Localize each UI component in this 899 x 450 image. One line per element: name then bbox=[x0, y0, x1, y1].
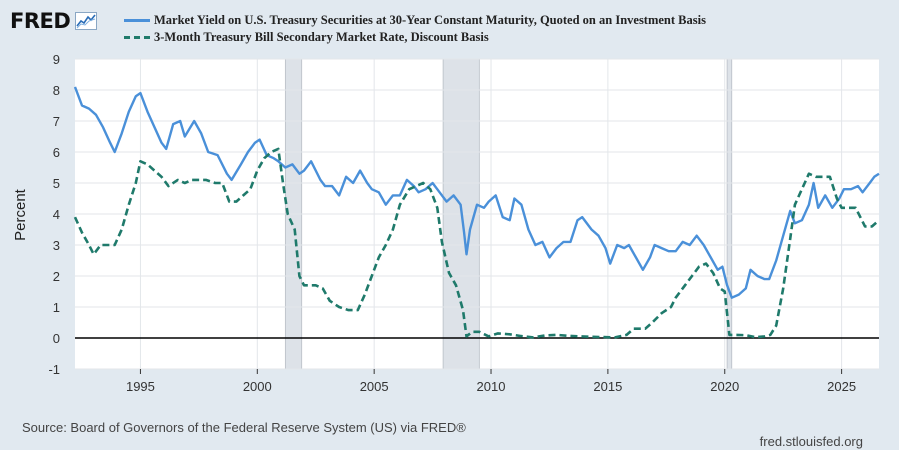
y-tick-label: -1 bbox=[48, 362, 60, 377]
y-tick-label: 5 bbox=[53, 176, 60, 191]
series-line-3-month bbox=[73, 147, 880, 339]
y-tick-label: 2 bbox=[53, 269, 60, 284]
x-tick-label: 2015 bbox=[593, 379, 622, 394]
x-tick-label: 2000 bbox=[243, 379, 272, 394]
legend-entry-3-month: 3-Month Treasury Bill Secondary Market R… bbox=[124, 29, 706, 46]
legend-label-3-month: 3-Month Treasury Bill Secondary Market R… bbox=[154, 30, 489, 44]
x-tick-label: 2010 bbox=[477, 379, 506, 394]
chart-legend: Market Yield on U.S. Treasury Securities… bbox=[124, 12, 706, 46]
y-axis-label: Percent bbox=[12, 188, 29, 241]
y-tick-label: 0 bbox=[53, 331, 60, 346]
x-tick-label: 2005 bbox=[360, 379, 389, 394]
x-tick-label: 2025 bbox=[827, 379, 856, 394]
x-tick-label: 1995 bbox=[126, 379, 155, 394]
y-tick-label: 1 bbox=[53, 300, 60, 315]
source-url[interactable]: fred.stlouisfed.org bbox=[759, 434, 863, 449]
x-tick-label: 2020 bbox=[710, 379, 739, 394]
series-line-30-year bbox=[73, 86, 880, 299]
y-tick-label: 6 bbox=[53, 145, 60, 160]
legend-label-30-year: Market Yield on U.S. Treasury Securities… bbox=[154, 13, 706, 27]
y-tick-label: 7 bbox=[53, 114, 60, 129]
fred-logo: FRED bbox=[10, 9, 98, 33]
source-note: Source: Board of Governors of the Federa… bbox=[22, 420, 466, 435]
y-tick-label: 8 bbox=[53, 83, 60, 98]
legend-swatch-solid bbox=[124, 19, 150, 22]
trend-line-icon bbox=[75, 12, 98, 30]
fred-logo-text: FRED bbox=[10, 9, 71, 33]
legend-swatch-dashed bbox=[124, 36, 150, 39]
legend-entry-30-year: Market Yield on U.S. Treasury Securities… bbox=[124, 12, 706, 29]
y-tick-label: 3 bbox=[53, 238, 60, 253]
y-tick-label: 4 bbox=[53, 207, 60, 222]
y-tick-label: 9 bbox=[53, 52, 60, 67]
